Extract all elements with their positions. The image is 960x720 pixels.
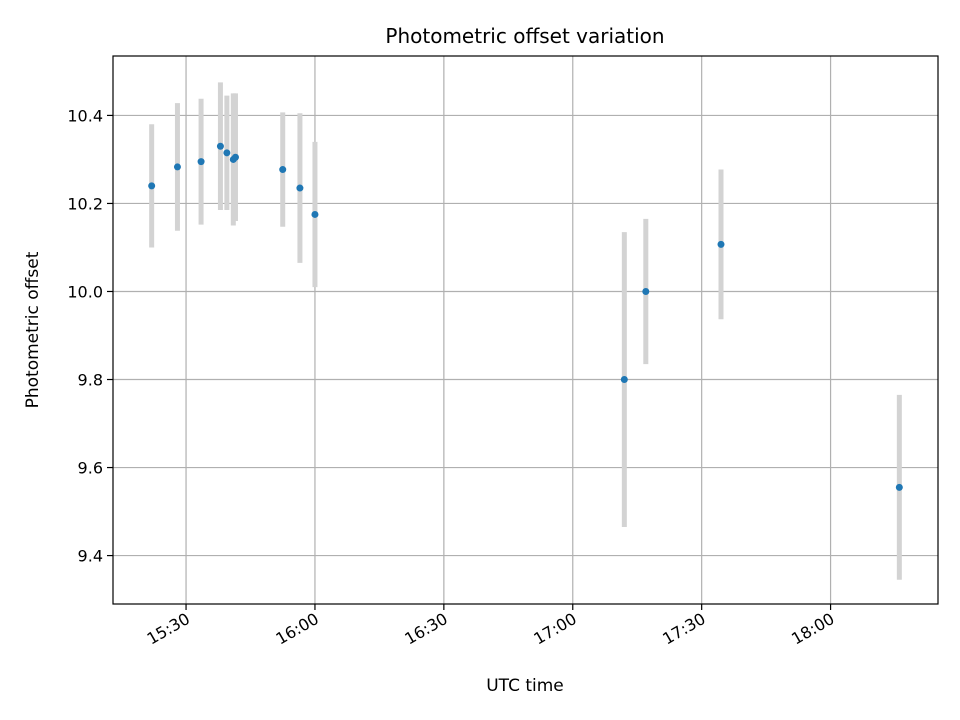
data-point bbox=[311, 210, 319, 218]
data-point bbox=[279, 166, 287, 174]
data-point bbox=[197, 158, 205, 166]
data-point bbox=[620, 376, 628, 384]
y-tick-label: 10.2 bbox=[67, 194, 103, 213]
data-point bbox=[223, 149, 231, 157]
y-axis-label: Photometric offset bbox=[23, 251, 43, 408]
y-tick-label: 9.8 bbox=[78, 371, 103, 390]
y-tick-label: 10.4 bbox=[67, 106, 103, 125]
y-tick-label: 10.0 bbox=[67, 282, 103, 301]
data-point bbox=[216, 142, 224, 150]
y-tick-label: 9.6 bbox=[78, 459, 103, 478]
data-point bbox=[895, 483, 903, 491]
data-point bbox=[296, 184, 304, 192]
chart-title: Photometric offset variation bbox=[385, 24, 664, 48]
x-axis-label: UTC time bbox=[486, 676, 564, 696]
data-point bbox=[148, 182, 156, 190]
data-point bbox=[642, 287, 650, 295]
data-point bbox=[173, 163, 181, 171]
grid bbox=[113, 56, 938, 604]
data-point bbox=[717, 240, 725, 248]
plot-area bbox=[112, 55, 939, 605]
data-point bbox=[231, 153, 239, 161]
data-points bbox=[148, 142, 903, 491]
y-axis: 9.4 9.6 9.8 10.0 10.2 10.4 bbox=[67, 106, 113, 566]
y-tick-label: 9.4 bbox=[78, 547, 103, 566]
